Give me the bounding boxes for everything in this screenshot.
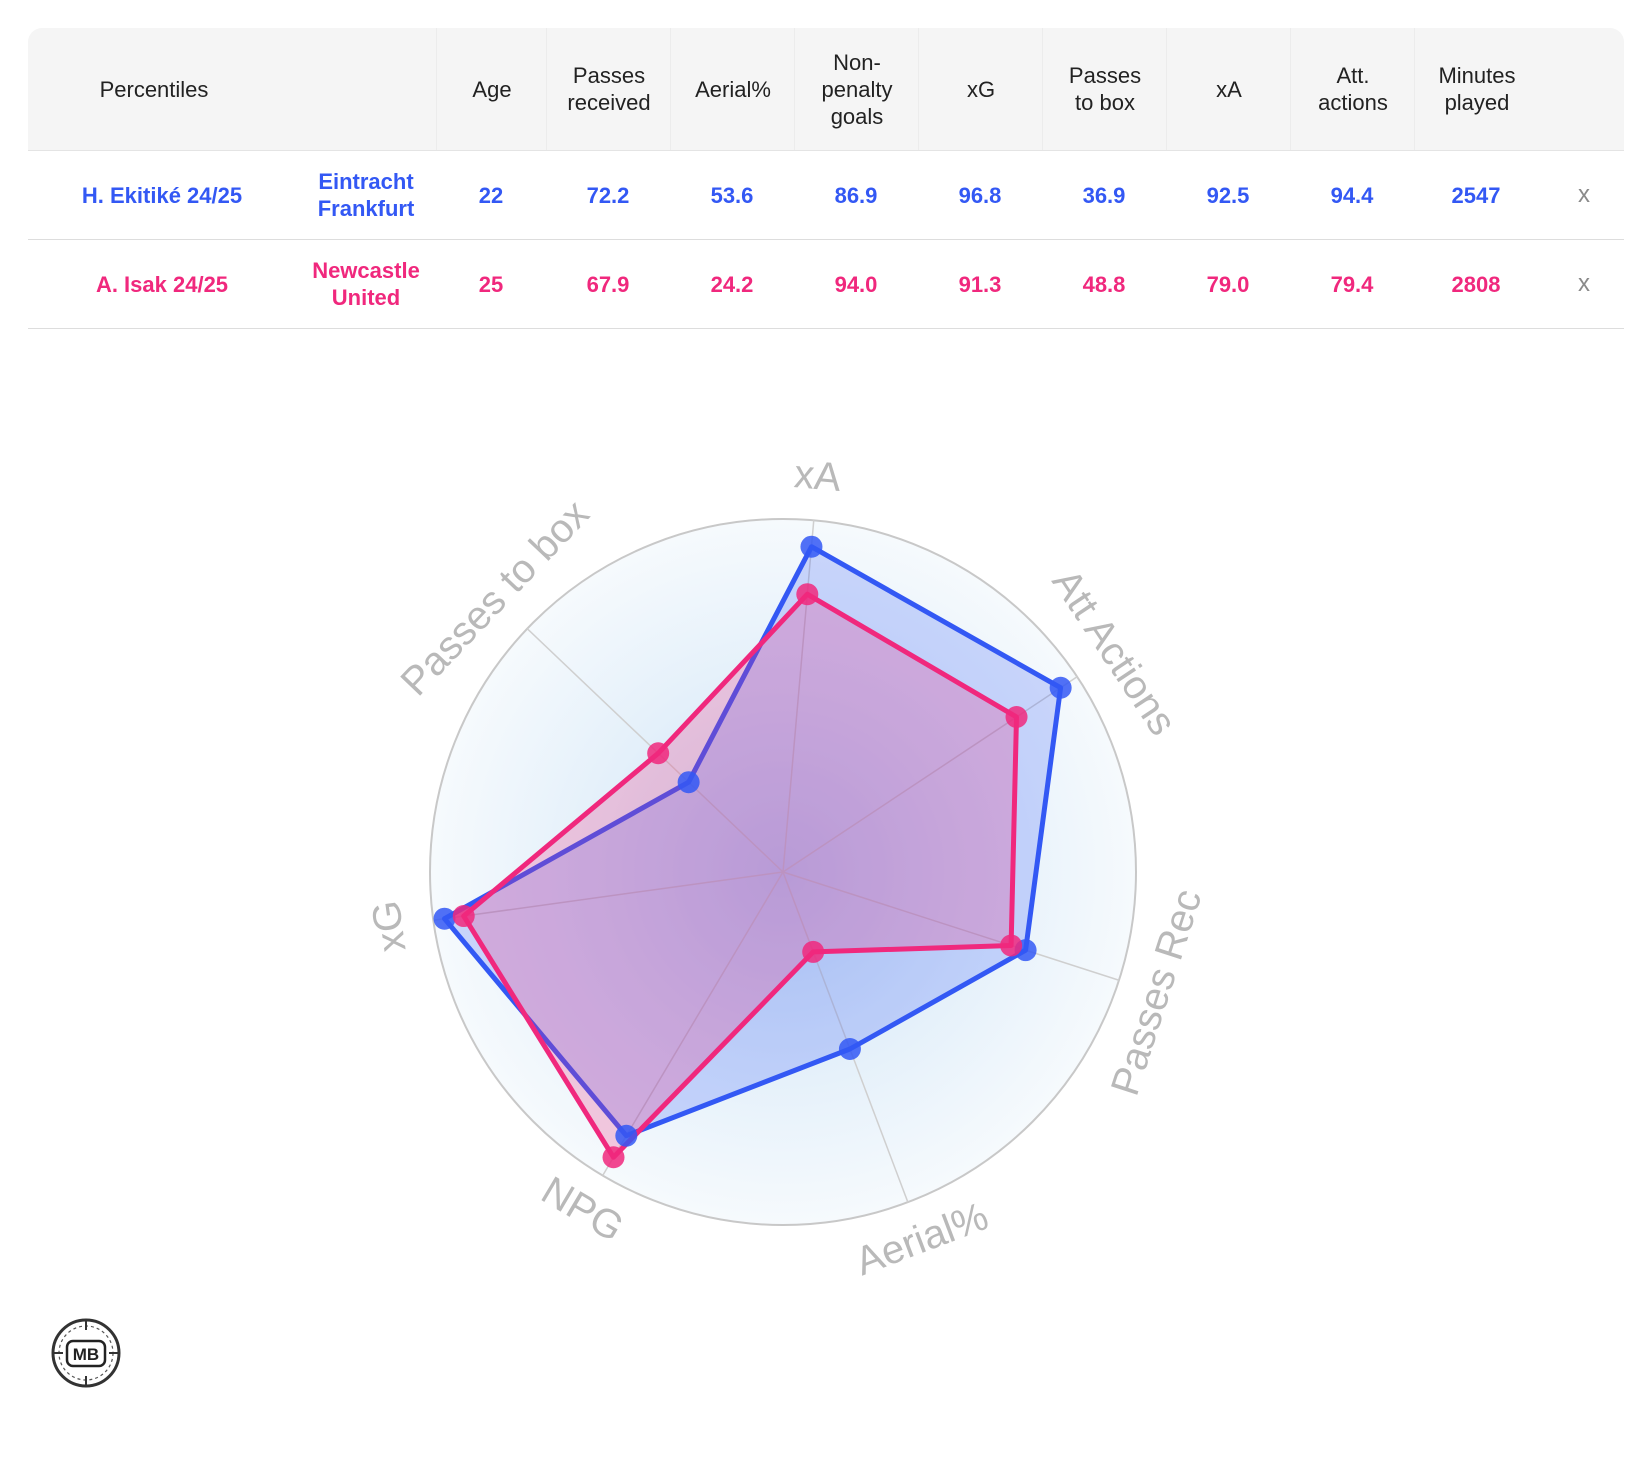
header-npg[interactable]: Non- penalty goals [794,28,919,150]
header-xg[interactable]: xG [918,28,1043,150]
cell-age: 25 [478,271,504,297]
data-point[interactable] [615,1124,638,1147]
team-name[interactable]: Eintracht Frankfurt [317,169,415,221]
data-point[interactable] [677,771,700,794]
radar-spoke [782,520,815,873]
team-name[interactable]: Newcastle United [312,258,420,310]
header-minutes[interactable]: Minutes played [1414,28,1539,150]
data-point[interactable] [452,905,475,928]
table-row: A. Isak 24/25 Newcastle United 25 67.9 2… [28,240,1624,329]
cell-passes-received: 67.9 [586,271,630,297]
cell-npg: 86.9 [834,182,878,208]
remove-player-button[interactable]: x [1578,181,1590,208]
remove-player-button[interactable]: x [1578,270,1590,297]
radar-spoke [602,871,784,1176]
cell-xg: 96.8 [958,182,1002,208]
logo-text: MB [73,1345,99,1364]
header-passes-to-box[interactable]: Passes to box [1042,28,1167,150]
table-row: H. Ekitiké 24/25 Eintracht Frankfurt 22 … [28,151,1624,240]
cell-minutes: 2547 [1451,182,1501,208]
data-point[interactable] [802,940,825,963]
header-passes-received[interactable]: Passes received [546,28,671,150]
cell-att-actions: 94.4 [1330,182,1374,208]
data-point[interactable] [433,907,456,930]
cell-aerial: 24.2 [710,271,754,297]
cell-xg: 91.3 [958,271,1002,297]
cell-passes-received: 72.2 [586,182,630,208]
header-percentiles: Percentiles [99,76,209,102]
cell-minutes: 2808 [1451,271,1501,297]
player-name[interactable]: H. Ekitiké 24/25 [81,182,243,208]
cell-xa: 79.0 [1206,271,1250,297]
cell-xa: 92.5 [1206,182,1250,208]
cell-npg: 94.0 [834,271,878,297]
axis-label: xA [792,452,843,500]
data-point[interactable] [796,583,819,606]
cell-passes-to-box: 48.8 [1082,271,1126,297]
radar-spoke [782,676,1078,873]
radar-spoke [782,871,909,1203]
series-polygon-1 [442,544,1064,1139]
data-point[interactable] [1000,934,1023,957]
radar-spoke [782,871,1120,981]
series-polygon-2 [461,591,1019,1160]
player-name[interactable]: A. Isak 24/25 [95,271,229,297]
header-xa[interactable]: xA [1166,28,1291,150]
data-point[interactable] [602,1146,625,1169]
mb-logo: MB [50,1317,122,1394]
table-header: Percentiles Age Passes received Aerial% … [28,28,1624,151]
axis-label: xG [364,898,415,955]
header-aerial[interactable]: Aerial% [670,28,795,150]
cell-passes-to-box: 36.9 [1082,182,1126,208]
cell-age: 22 [478,182,504,208]
data-point[interactable] [647,742,670,765]
data-point[interactable] [800,535,823,558]
data-point[interactable] [1049,676,1072,699]
header-age[interactable]: Age [436,28,547,150]
data-point[interactable] [1005,706,1028,729]
cell-att-actions: 79.4 [1330,271,1374,297]
header-att-actions[interactable]: Att. actions [1290,28,1415,150]
radar-spoke [433,871,784,921]
comparison-table: Percentiles Age Passes received Aerial% … [28,28,1624,329]
cell-aerial: 53.6 [710,182,754,208]
logo-icon: MB [51,1318,121,1388]
data-point[interactable] [838,1037,861,1060]
